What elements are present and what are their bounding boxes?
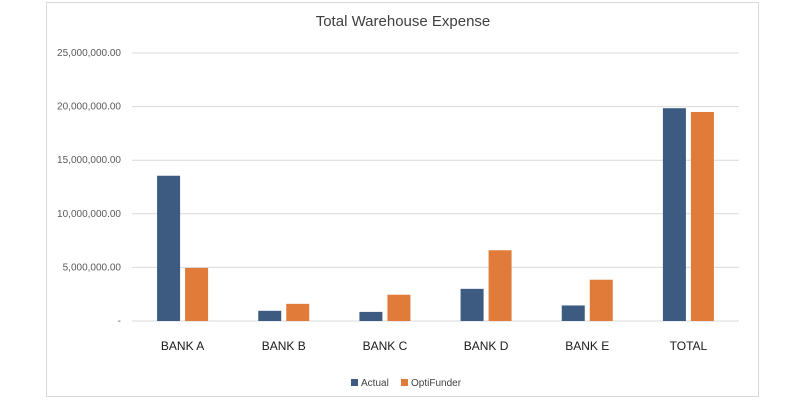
x-category-label: BANK E <box>565 339 609 353</box>
x-category-label: BANK B <box>262 339 306 353</box>
x-category-label: TOTAL <box>670 339 708 353</box>
bar-actual-bank-d <box>460 288 484 321</box>
bar-optifunder-bank-d <box>488 250 512 321</box>
y-tick-label: 5,000,000.00 <box>63 262 122 273</box>
bar-optifunder-total <box>690 111 714 322</box>
bar-actual-bank-b <box>258 310 282 321</box>
x-category-label: BANK D <box>464 339 509 353</box>
y-tick-label: 25,000,000.00 <box>57 48 121 59</box>
legend: Actual OptiFunder <box>351 378 462 389</box>
legend-label-optifunder: OptiFunder <box>411 378 462 389</box>
bar-chart: Total Warehouse Expense - 5,000,000.00 10,… <box>57 13 739 389</box>
bar-actual-bank-a <box>157 175 181 321</box>
y-axis-tick-labels: - 5,000,000.00 10,000,000.00 15,000,000.00 2… <box>57 48 121 327</box>
y-tick-label: - <box>118 316 121 327</box>
chart-frame: Total Warehouse Expense - 5,000,000.00 10,… <box>46 2 759 397</box>
bar-actual-total <box>662 108 686 321</box>
y-tick-label: 20,000,000.00 <box>57 102 121 113</box>
x-category-label: BANK A <box>161 339 204 353</box>
bars <box>157 108 714 322</box>
bar-optifunder-bank-e <box>589 279 613 321</box>
bar-optifunder-bank-c <box>387 294 411 321</box>
bar-actual-bank-e <box>561 305 585 321</box>
bar-actual-bank-c <box>359 311 383 321</box>
y-tick-label: 15,000,000.00 <box>57 155 121 166</box>
bar-optifunder-bank-b <box>286 303 310 321</box>
y-tick-label: 10,000,000.00 <box>57 209 121 220</box>
x-axis-category-labels: BANK A BANK B BANK C BANK D BANK E TOTAL <box>161 339 708 353</box>
x-category-label: BANK C <box>363 339 408 353</box>
bar-optifunder-bank-a <box>185 267 209 321</box>
chart-title: Total Warehouse Expense <box>316 13 491 30</box>
legend-swatch-actual <box>351 379 358 386</box>
legend-label-actual: Actual <box>361 378 389 389</box>
gridlines <box>132 52 739 322</box>
legend-swatch-optifunder <box>401 379 408 386</box>
